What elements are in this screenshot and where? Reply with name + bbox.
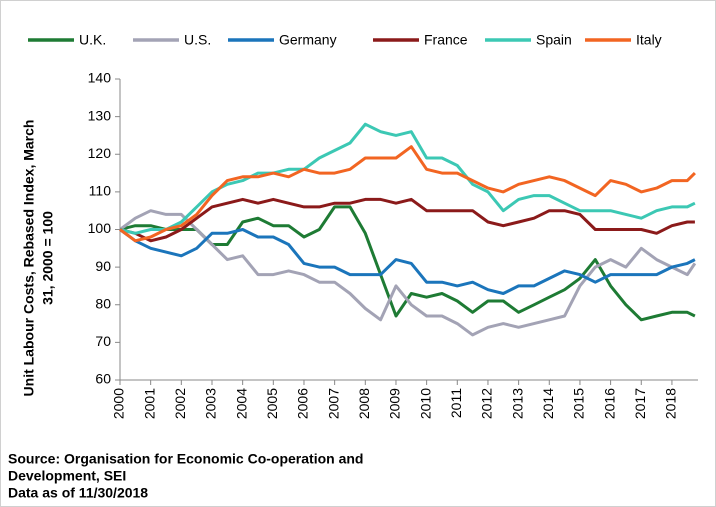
source-note: Data as of 11/30/2018 xyxy=(8,485,148,501)
x-tick-label: 2015 xyxy=(571,388,587,419)
x-tick-label: 2010 xyxy=(417,388,433,419)
legend-label: U.S. xyxy=(184,32,211,48)
x-tick-label: 2012 xyxy=(479,388,495,419)
x-tick-label: 2011 xyxy=(448,388,464,418)
x-tick-label: 2000 xyxy=(111,388,127,419)
x-tick-label: 2017 xyxy=(632,388,648,419)
legend-label: U.K. xyxy=(79,32,106,48)
x-tick-label: 2016 xyxy=(601,388,617,419)
x-tick-label: 2005 xyxy=(264,388,280,419)
x-tick-label: 2008 xyxy=(356,388,372,419)
legend-label: Italy xyxy=(636,32,662,48)
x-tick-label: 2014 xyxy=(540,388,556,419)
x-tick-label: 2001 xyxy=(141,388,157,419)
y-tick-label: 80 xyxy=(95,295,111,311)
x-tick-label: 2009 xyxy=(387,388,403,419)
y-tick-label: 110 xyxy=(89,183,112,199)
y-axis-label: Unit Labour Costs, Rebased Index, March xyxy=(21,120,37,397)
x-tick-label: 2013 xyxy=(509,388,525,419)
source-note: Development, SEI xyxy=(8,468,126,484)
y-tick-label: 120 xyxy=(88,145,112,161)
y-tick-label: 100 xyxy=(88,220,112,236)
series-line xyxy=(119,145,696,243)
series-line xyxy=(119,209,697,337)
y-axis-label: 31, 2000 = 100 xyxy=(40,211,56,305)
x-tick-label: 2003 xyxy=(203,388,219,419)
legend-label: France xyxy=(424,32,468,48)
series-line xyxy=(119,228,696,295)
y-tick-label: 60 xyxy=(95,371,111,387)
legend-label: Spain xyxy=(536,32,572,48)
x-tick-label: 2004 xyxy=(233,388,249,419)
y-tick-label: 140 xyxy=(88,70,112,86)
x-tick-label: 2007 xyxy=(325,388,341,419)
source-note: Source: Organisation for Economic Co-ope… xyxy=(8,451,363,467)
y-tick-label: 130 xyxy=(88,107,112,123)
y-tick-label: 70 xyxy=(95,333,111,349)
y-tick-label: 90 xyxy=(95,258,111,274)
x-tick-label: 2006 xyxy=(295,388,311,419)
legend-label: Germany xyxy=(279,32,337,48)
x-tick-label: 2018 xyxy=(663,388,679,419)
x-tick-label: 2002 xyxy=(172,388,188,419)
series-line xyxy=(119,197,695,243)
